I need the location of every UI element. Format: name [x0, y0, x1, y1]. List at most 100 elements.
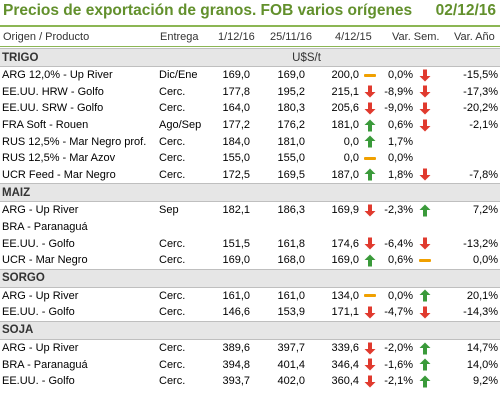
- price-25-11-16: 169,5: [277, 168, 306, 181]
- col-origen: Origen / Producto: [3, 31, 90, 43]
- arrow-up-icon: [364, 135, 376, 148]
- var-sem-indicator: [361, 373, 378, 390]
- section-unit: [252, 183, 362, 203]
- arrow-down-icon: [364, 204, 376, 217]
- var-anio-cell: 7,2%: [472, 204, 499, 217]
- arrow-down-icon: [364, 237, 376, 250]
- var-anio-indicator: [415, 150, 434, 167]
- var-sem-indicator: [361, 133, 378, 150]
- var-sem-indicator: [361, 202, 378, 219]
- var-sem-indicator: [361, 356, 378, 373]
- entrega-cell: Cerc.: [159, 102, 186, 115]
- entrega-cell: Cerc.: [159, 358, 186, 371]
- price-25-11-16: 169,0: [277, 69, 306, 82]
- section-fill: [361, 183, 500, 203]
- var-anio-indicator: [415, 235, 434, 252]
- price-1-12-16: 389,6: [222, 342, 251, 355]
- col-var-sem: Var. Sem.: [392, 31, 440, 43]
- section-header-trigo: TRIGO U$S/t: [0, 48, 500, 67]
- var-sem-indicator: [361, 304, 378, 321]
- price-4-12-15: [307, 219, 361, 236]
- arrow-down-icon: [364, 85, 376, 98]
- table-row: BRA - Paranaguá: [0, 219, 500, 236]
- var-sem-cell: 0,0%: [387, 69, 414, 82]
- price-1-12-16: 169,0: [222, 69, 251, 82]
- origen-cell: EE.UU. - Golfo: [2, 306, 75, 319]
- var-anio-indicator: [415, 202, 434, 219]
- arrow-down-icon: [364, 306, 376, 319]
- entrega-cell: Cerc.: [159, 254, 186, 267]
- price-1-12-16: 184,0: [222, 135, 251, 148]
- price-25-11-16: 161,8: [277, 237, 306, 250]
- var-sem-indicator: [361, 219, 378, 236]
- price-4-12-15: 174,6: [331, 237, 360, 250]
- table-row: ARG - Up River Cerc. 161,0 161,0 134,0 0,0% 20…: [0, 287, 500, 304]
- arrow-down-icon: [364, 375, 376, 388]
- price-4-12-15: 0,0: [343, 152, 360, 165]
- entrega-cell: Sep: [159, 204, 179, 217]
- arrow-down-icon: [364, 358, 376, 371]
- var-sem-indicator: [361, 100, 378, 117]
- origen-cell: EE.UU. - Golfo: [2, 375, 75, 388]
- price-1-12-16: 172,5: [222, 168, 251, 181]
- price-4-12-15: 181,0: [331, 119, 360, 132]
- origen-cell: ARG 12,0% - Up River: [2, 69, 113, 82]
- arrow-down-icon: [364, 342, 376, 355]
- price-1-12-16: 393,7: [222, 375, 251, 388]
- table-row: EE.UU. - Golfo Cerc. 146,6 153,9 171,1 -4,7% -…: [0, 304, 500, 321]
- section-unit: [252, 268, 362, 288]
- arrow-up-icon: [364, 119, 376, 132]
- arrow-down-icon: [419, 306, 431, 319]
- entrega-cell: Cerc.: [159, 289, 186, 302]
- var-anio-cell: 20,1%: [466, 289, 499, 302]
- var-anio-indicator: [415, 67, 434, 84]
- table-row: BRA - Paranaguá Cerc. 394,8 401,4 346,4 -1,6%…: [0, 356, 500, 373]
- price-table: TRIGO U$S/t ARG 12,0% - Up River Dic/Ene 169…: [0, 48, 500, 390]
- price-25-11-16: 180,3: [277, 102, 306, 115]
- table-row: RUS 12,5% - Mar Negro prof. Cerc. 184,0 181…: [0, 133, 500, 150]
- price-1-12-16: 161,0: [222, 289, 251, 302]
- var-anio-cell: 9,2%: [472, 375, 499, 388]
- entrega-cell: Cerc.: [159, 375, 186, 388]
- arrow-down-icon: [419, 119, 431, 132]
- var-anio-indicator: [415, 167, 434, 184]
- arrow-down-icon: [419, 102, 431, 115]
- origen-cell: ARG - Up River: [2, 289, 79, 302]
- arrow-down-icon: [419, 85, 431, 98]
- flat-dash-icon: [363, 73, 376, 77]
- price-4-12-15: 346,4: [331, 358, 360, 371]
- var-anio-indicator: [415, 84, 434, 101]
- entrega-cell: Dic/Ene: [159, 69, 198, 82]
- price-4-12-15: 200,0: [331, 69, 360, 82]
- var-sem-indicator: [361, 150, 378, 167]
- var-anio-indicator: [415, 133, 434, 150]
- col-c1: 1/12/16: [218, 31, 255, 43]
- arrow-up-icon: [419, 289, 431, 302]
- var-sem-indicator: [361, 339, 378, 356]
- arrow-up-icon: [419, 204, 431, 217]
- column-headers: Origen / Producto Entrega 1/12/16 25/11/…: [0, 28, 500, 46]
- var-anio-cell: 14,0%: [466, 358, 499, 371]
- price-1-12-16: 177,2: [222, 119, 251, 132]
- price-1-12-16: 169,0: [222, 254, 251, 267]
- var-anio-cell: 14,7%: [466, 342, 499, 355]
- origen-cell: ARG - Up River: [2, 204, 79, 217]
- report-date: 02/12/16: [435, 2, 496, 19]
- var-sem-cell: -6,4%: [384, 237, 414, 250]
- price-25-11-16: 155,0: [277, 152, 306, 165]
- var-anio-cell: -13,2%: [463, 237, 499, 250]
- arrow-up-icon: [419, 342, 431, 355]
- var-anio-indicator: [415, 219, 434, 236]
- var-anio-cell: -2,1%: [469, 119, 499, 132]
- col-var-anio: Var. Año: [454, 31, 495, 43]
- var-sem-cell: -4,7%: [384, 306, 414, 319]
- origen-cell: BRA - Paranaguá: [2, 221, 88, 234]
- var-sem-indicator: [361, 67, 378, 84]
- price-4-12-15: 171,1: [331, 306, 360, 319]
- section-title: SOJA: [0, 320, 253, 340]
- price-4-12-15: 187,0: [331, 168, 360, 181]
- price-4-12-15: 215,1: [331, 85, 360, 98]
- origen-cell: RUS 12,5% - Mar Azov: [2, 152, 116, 165]
- price-25-11-16: 397,7: [277, 342, 306, 355]
